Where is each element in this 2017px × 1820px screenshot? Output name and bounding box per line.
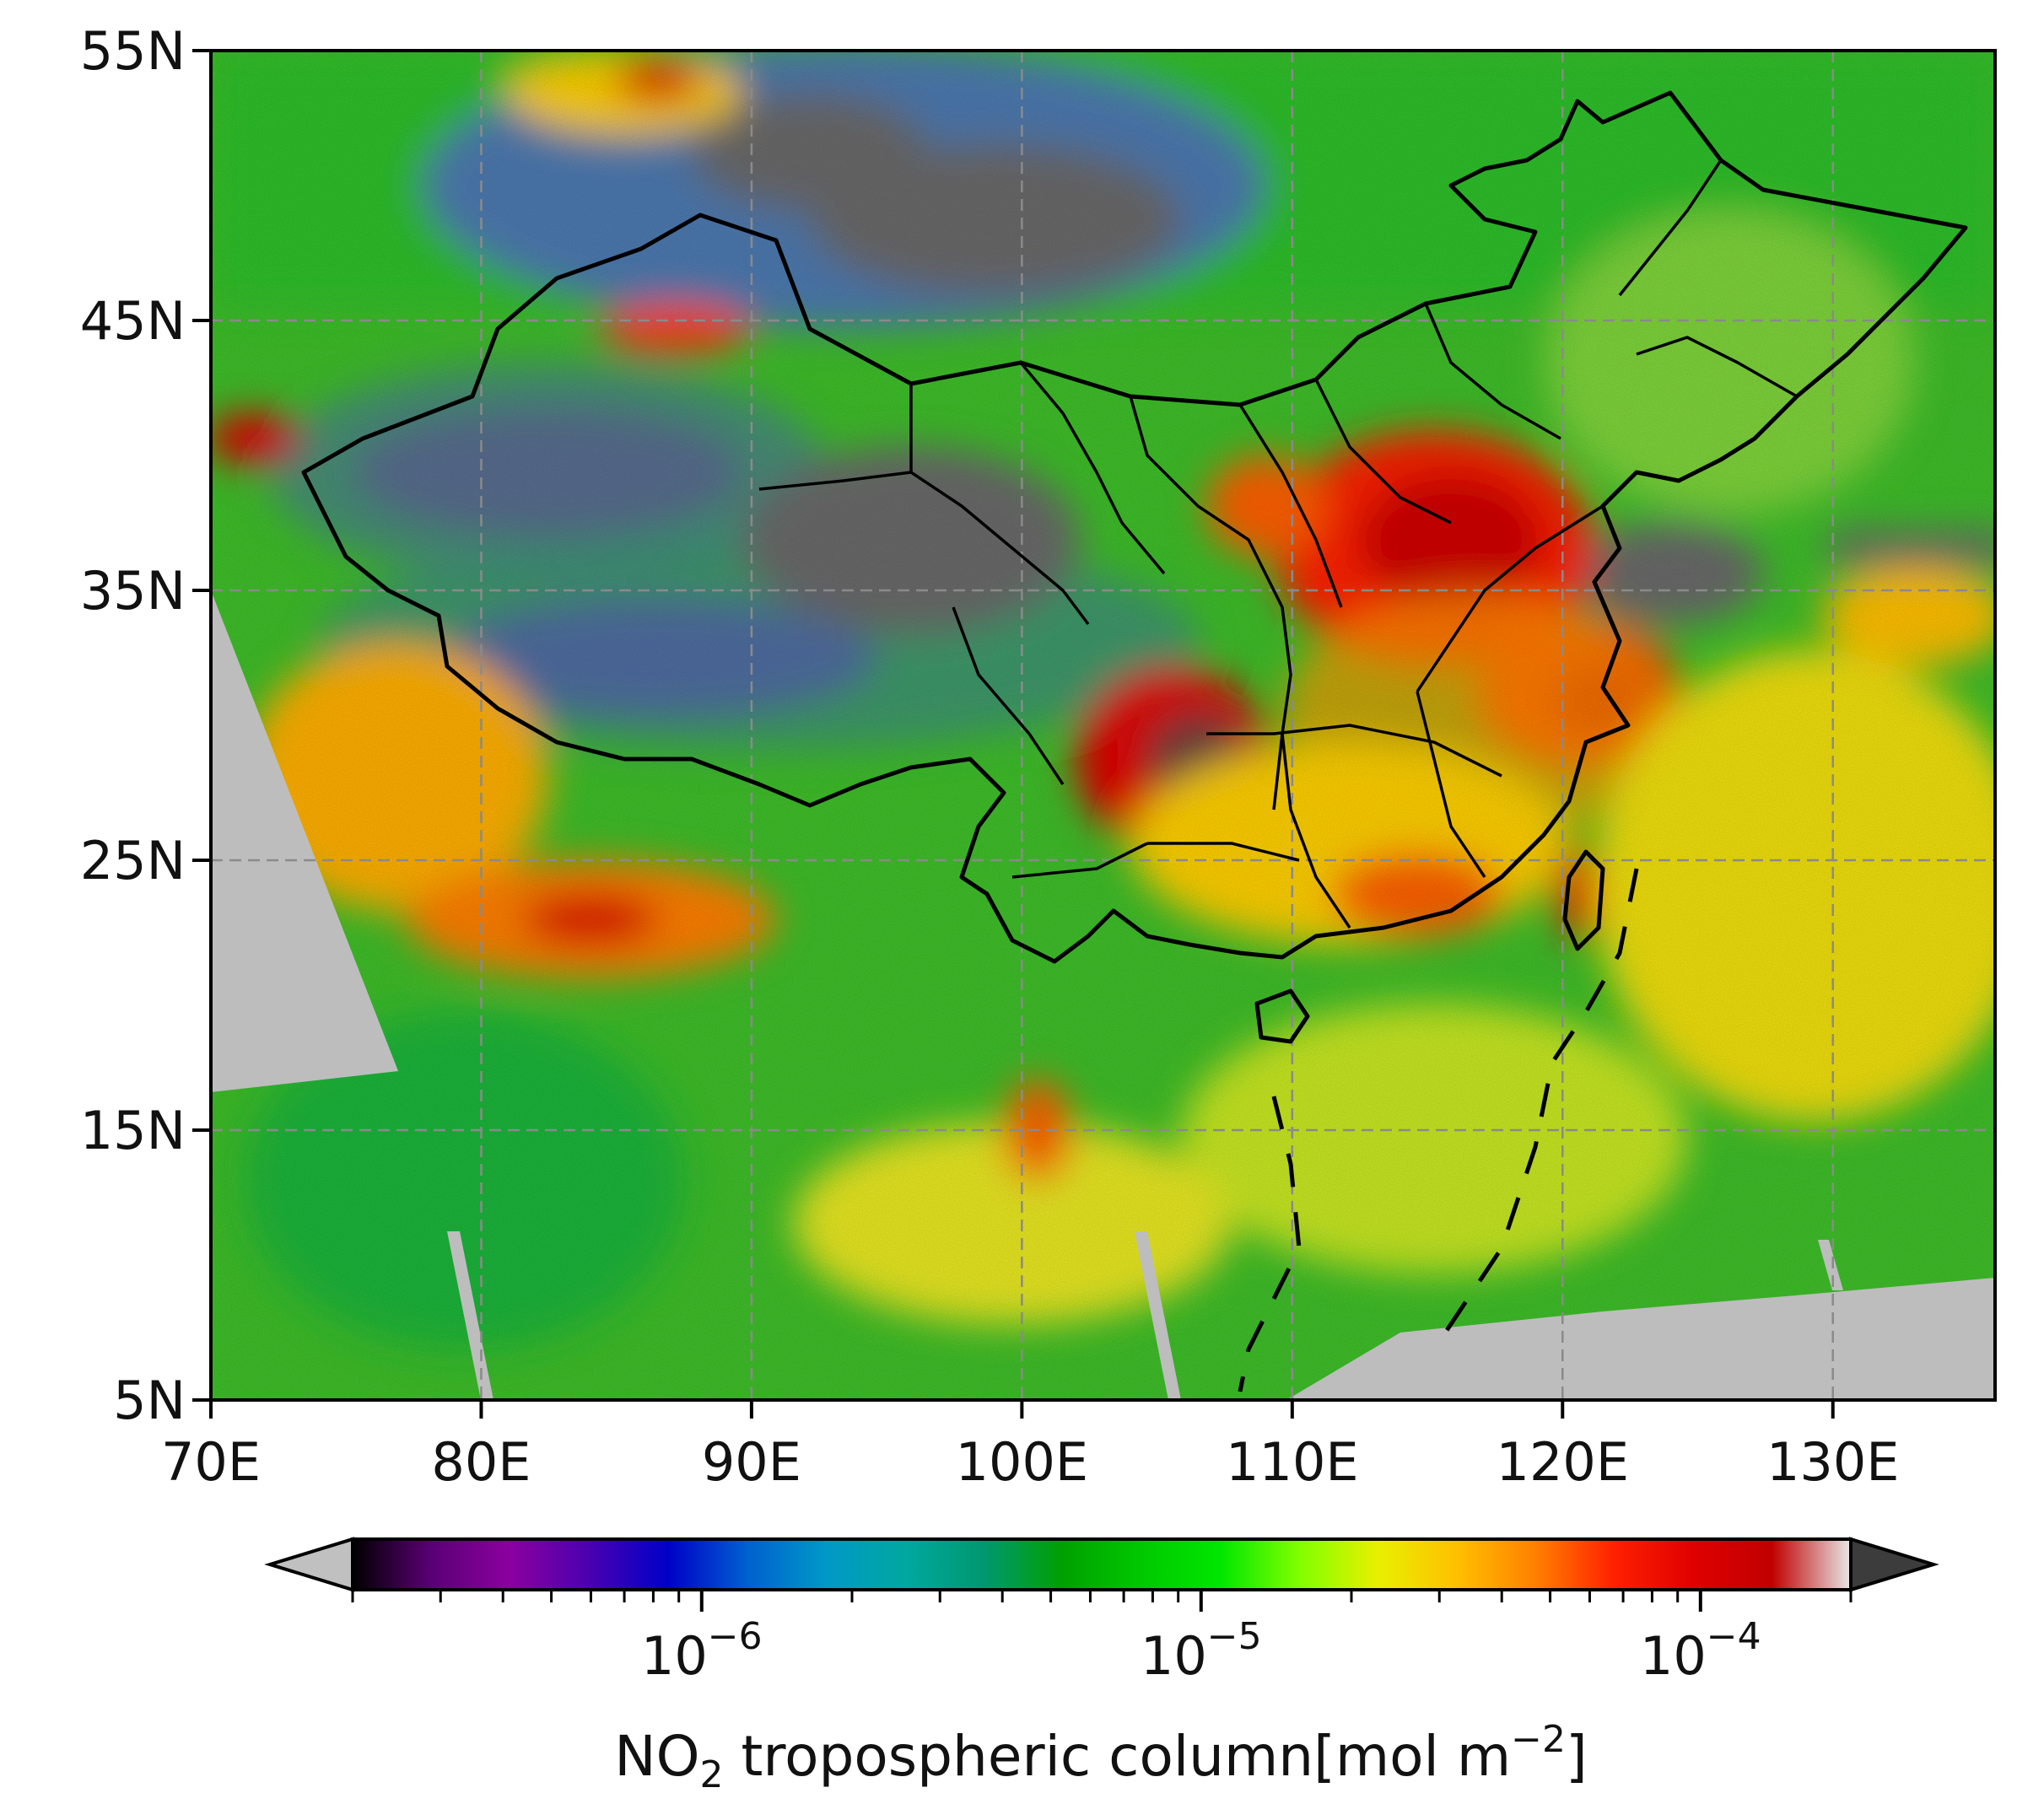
lon-tick-label: 80E — [431, 1431, 531, 1493]
no-data-regions — [211, 590, 1995, 1400]
lat-tick-label: 35N — [80, 560, 186, 622]
lat-tick-label: 15N — [80, 1100, 186, 1161]
lat-tick-label: 55N — [80, 20, 186, 82]
colorbar-tick-labels: 10−6 10−5 10−4 — [641, 1615, 1761, 1687]
colorbar-tick-label: 10−5 — [1141, 1615, 1262, 1687]
map-frame — [209, 49, 1997, 1402]
colorbar-ticks — [351, 1590, 1853, 1612]
colorbar-tick-label: 10−4 — [1640, 1615, 1761, 1687]
colorbar-gradient — [351, 1537, 1853, 1591]
hainan-island — [1254, 988, 1310, 1044]
map-panel — [211, 51, 1995, 1400]
lon-tick-label: 100E — [956, 1431, 1089, 1493]
longitude-axis: 70E 80E 90E 100E 110E 120E 130E — [161, 1400, 1900, 1493]
lon-tick-label: 90E — [702, 1431, 801, 1493]
lon-tick-label: 70E — [161, 1431, 261, 1493]
colorbar-over-extension — [1849, 1537, 1939, 1592]
lat-tick-label: 25N — [80, 830, 186, 891]
colorbar-under-extension — [264, 1537, 354, 1592]
nine-dash-line — [1238, 868, 1639, 1392]
latitude-axis: 55N 45N 35N 25N 15N 5N — [80, 20, 211, 1431]
lon-tick-label: 130E — [1766, 1431, 1900, 1493]
taiwan-island — [1562, 849, 1605, 951]
colorbar-title: NO2 tropospheric column[mol m−2] — [614, 1718, 1588, 1796]
colorbar: 10−6 10−5 10−4 NO2 tropospheric column[mol… — [264, 1537, 1939, 1796]
colorbar-tick-label: 10−6 — [641, 1615, 763, 1687]
lon-tick-label: 120E — [1497, 1431, 1630, 1493]
china-outline — [301, 90, 1968, 964]
lat-tick-label: 45N — [80, 290, 186, 352]
china-boundaries — [301, 90, 1968, 1392]
province-lines — [758, 159, 1798, 929]
lon-tick-label: 110E — [1226, 1431, 1359, 1493]
lat-tick-label: 5N — [113, 1370, 186, 1431]
